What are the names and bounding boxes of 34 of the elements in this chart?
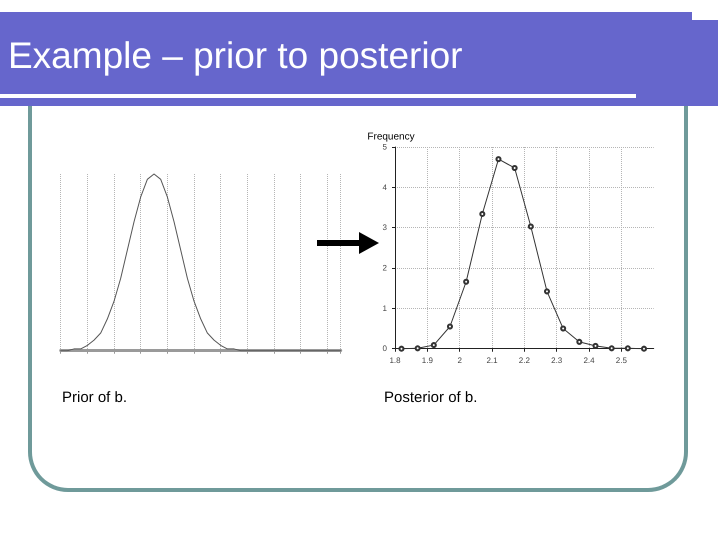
point [479,210,486,217]
y-tick-label: 1 [382,304,388,313]
point [544,288,550,294]
x-tick-label: 1.8 [389,356,402,366]
point [608,345,615,352]
y-tick-label: 2 [382,264,388,273]
chart-title: Example – prior to posterior [8,35,462,76]
point [430,342,437,348]
point [446,324,453,330]
x-tick-label: 2 [457,356,462,366]
x-tick-label: 2.1 [486,356,498,366]
x-tick-label: 2.5 [616,356,628,366]
point [495,156,502,162]
y-tick-label: 5 [382,142,388,152]
y-axis-title: Frequency [367,132,415,142]
point [528,223,534,230]
x-tick-label: 1.9 [422,356,434,366]
point [560,326,566,332]
point [641,346,647,352]
point [414,345,421,352]
y-tick-label: 4 [382,182,388,192]
y-tick-label: 3 [382,223,388,232]
point [463,278,470,285]
y-tick-label: 0 [382,344,388,354]
text: Posterior of b. [384,389,478,406]
text: Prior of b. [62,389,128,406]
point [512,164,518,171]
x-tick-label: 2.4 [583,356,596,366]
x-tick-label: 2.3 [551,356,563,366]
point [398,346,404,352]
point [592,342,598,349]
point [624,345,631,352]
point [576,338,582,345]
x-tick-label: 2.2 [518,356,530,366]
